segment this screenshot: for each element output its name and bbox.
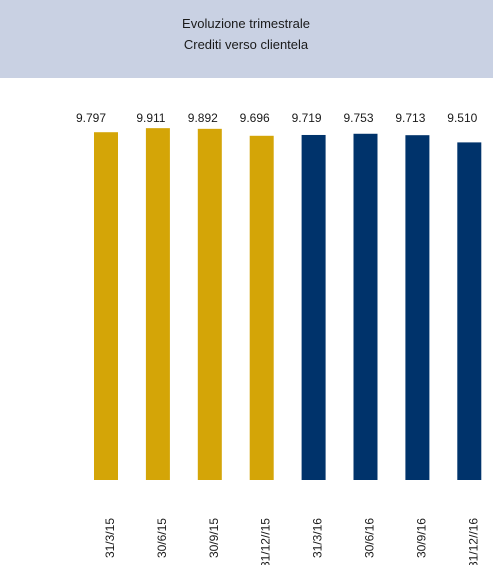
value-label: 9.753 [343,111,373,125]
value-label: 9.719 [292,111,322,125]
bar [94,132,118,481]
x-tick-label: 30/9/16 [414,518,428,558]
x-tick-label: 31/3/16 [311,518,325,558]
x-tick-label: 31/3/15 [103,518,117,558]
bar [197,128,222,481]
bar [353,133,378,480]
value-label: 9.911 [136,111,165,125]
value-label: 9.696 [240,111,270,125]
title-band [0,0,493,78]
x-tick-label: 30/6/15 [155,518,169,558]
chart-title: Evoluzione trimestrale [182,16,310,31]
bar [301,134,326,480]
bar [145,128,170,481]
value-label: 9.797 [76,111,106,125]
bar [249,135,274,481]
chart-subtitle: Crediti verso clientela [184,37,309,52]
x-tick-label: 31/12//15 [259,518,273,565]
x-tick-label: 30/6/16 [363,518,377,558]
bar [405,135,430,480]
bar [457,142,482,480]
value-label: 9.510 [447,111,477,125]
x-tick-label: 30/9/15 [207,518,221,558]
value-label: 9.713 [395,111,425,125]
value-label: 9.892 [188,111,218,125]
x-tick-label: 31/12//16 [466,518,480,565]
